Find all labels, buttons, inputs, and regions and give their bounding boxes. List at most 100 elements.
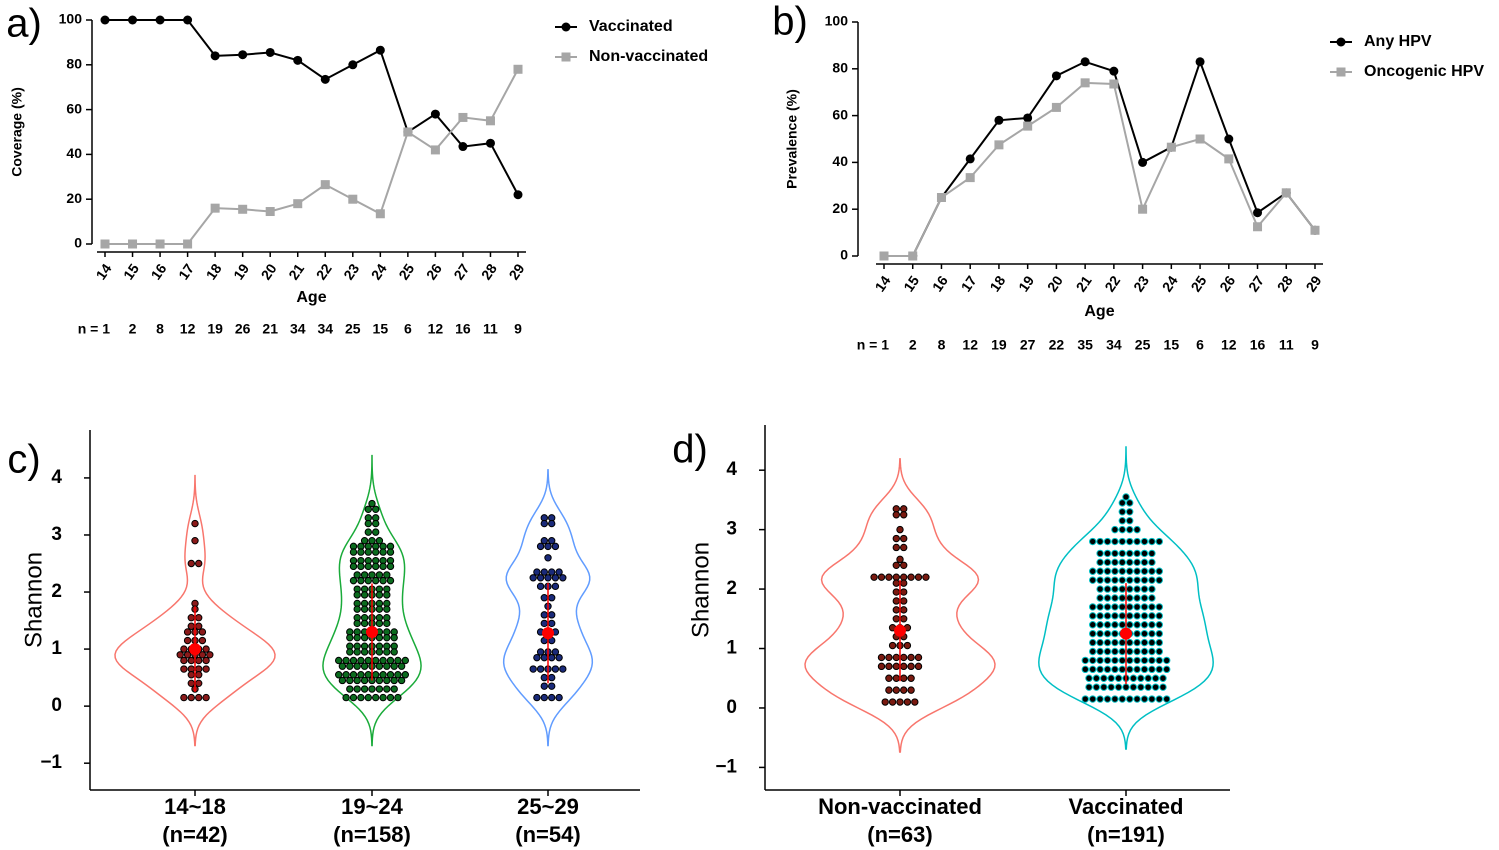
dot xyxy=(1122,493,1130,501)
dot xyxy=(206,651,214,659)
dot xyxy=(892,686,900,694)
dot xyxy=(386,693,395,702)
x-tick-label: 15 xyxy=(900,272,922,294)
dot xyxy=(1133,537,1141,546)
dot xyxy=(1133,603,1141,611)
dot xyxy=(1126,594,1134,602)
dot xyxy=(1155,656,1164,665)
legend-marker xyxy=(561,52,571,62)
dot xyxy=(1089,656,1097,665)
n-label: 26 xyxy=(235,321,251,337)
dot xyxy=(551,648,560,656)
dot xyxy=(1129,683,1138,691)
dot xyxy=(1148,629,1156,638)
dot xyxy=(892,615,900,623)
data-point xyxy=(1080,78,1090,88)
dot xyxy=(900,511,908,519)
dot xyxy=(368,685,376,693)
dot xyxy=(368,571,376,579)
dot xyxy=(349,548,358,556)
dot xyxy=(544,574,552,582)
data-point xyxy=(1138,204,1148,214)
dot xyxy=(342,656,350,665)
dot xyxy=(1155,567,1164,575)
dot xyxy=(888,698,897,706)
dot xyxy=(1148,585,1156,593)
dot xyxy=(1155,695,1164,703)
dot xyxy=(1133,612,1141,620)
data-point xyxy=(183,239,193,249)
dot xyxy=(372,528,380,536)
n-label: 19 xyxy=(207,321,223,337)
dot xyxy=(1118,525,1127,534)
dot xyxy=(372,671,380,679)
dot xyxy=(1118,585,1127,593)
x-tick-label: Vaccinated xyxy=(1069,794,1184,819)
dot xyxy=(1151,674,1160,682)
mean-point xyxy=(189,643,201,656)
dot xyxy=(555,653,563,662)
x-tick-label: 21 xyxy=(1073,272,1095,294)
dot xyxy=(1140,594,1149,602)
n-label: n = 1 xyxy=(857,337,890,353)
y-tick-label: 40 xyxy=(832,153,848,169)
dot xyxy=(187,679,196,688)
dot xyxy=(1155,621,1164,629)
dot xyxy=(180,693,188,702)
dot xyxy=(195,559,203,568)
dot xyxy=(877,662,886,671)
data-point xyxy=(965,173,975,183)
dot xyxy=(1118,549,1127,558)
dot xyxy=(888,641,897,650)
x-tick-sublabel: (n=191) xyxy=(1087,822,1165,847)
dot xyxy=(1081,695,1090,703)
x-tick-label: 14 xyxy=(871,272,893,294)
dot xyxy=(1118,508,1127,516)
dot xyxy=(383,619,391,628)
data-point xyxy=(1253,222,1263,232)
dot xyxy=(900,588,908,596)
dot xyxy=(390,676,398,685)
n-label: 16 xyxy=(1250,337,1266,353)
data-point xyxy=(128,239,138,249)
dot xyxy=(555,568,563,576)
mean-point xyxy=(542,627,554,640)
dot xyxy=(900,534,908,543)
dot xyxy=(1096,537,1104,546)
x-tick-label: 19 xyxy=(1015,272,1037,294)
dot xyxy=(383,591,391,599)
data-point xyxy=(155,239,165,249)
dot xyxy=(536,582,545,591)
dot xyxy=(1103,621,1112,629)
dot xyxy=(357,656,365,665)
x-tick-sublabel: (n=54) xyxy=(515,822,580,847)
dot xyxy=(1111,656,1119,665)
x-tick-sublabel: (n=42) xyxy=(162,822,227,847)
dot xyxy=(544,554,552,562)
dot xyxy=(1126,621,1134,629)
dot xyxy=(1159,674,1167,682)
dot xyxy=(1133,695,1141,703)
x-tick-label: 26 xyxy=(423,260,445,282)
y-tick-label: 2 xyxy=(726,578,737,599)
dot xyxy=(383,605,391,613)
data-point xyxy=(994,140,1004,150)
dot xyxy=(357,693,365,702)
n-label: 34 xyxy=(1106,337,1122,353)
dot xyxy=(360,685,369,693)
dot xyxy=(914,662,923,671)
dot xyxy=(176,651,184,659)
dot xyxy=(540,594,548,602)
dot xyxy=(1133,576,1141,584)
x-tick-label: 24 xyxy=(368,260,390,282)
dot xyxy=(360,619,369,628)
dot xyxy=(1140,585,1149,593)
y-tick-label: 1 xyxy=(726,638,737,659)
dot xyxy=(1155,537,1164,546)
y-axis-title: Prevalence (%) xyxy=(784,89,800,189)
dot xyxy=(1148,656,1156,665)
dot xyxy=(360,648,369,656)
dot xyxy=(1111,612,1119,620)
legend-marker xyxy=(1336,37,1346,47)
dot xyxy=(1140,576,1149,584)
